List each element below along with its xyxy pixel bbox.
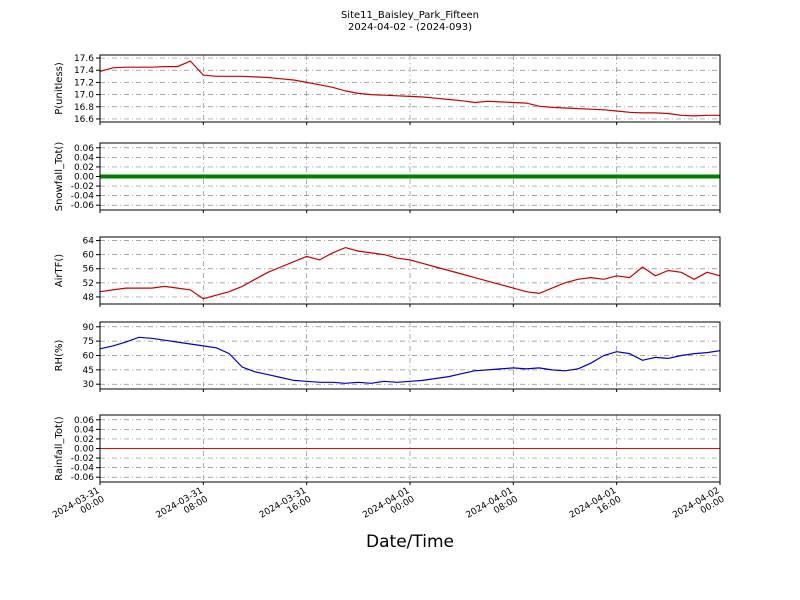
y-tick-label: 30 — [83, 380, 95, 390]
y-tick-label: 0.06 — [74, 416, 94, 426]
y-tick-label: 0.00 — [74, 445, 94, 455]
y-tick-label: -0.06 — [71, 201, 95, 211]
y-tick-label: 75 — [83, 337, 94, 347]
x-tick-label-group: 2024-04-0200:00 — [671, 486, 727, 530]
y-tick-label: 64 — [83, 237, 95, 247]
panel-rh-: 90 75 60 45 30 RH(%) — [54, 321, 721, 392]
x-tick-label: 2024-04-0108:00 — [465, 486, 521, 530]
x-tick-label-group: 2024-04-0100:00 — [361, 486, 417, 530]
x-tick-label: 2024-03-3108:00 — [155, 486, 211, 530]
chart-title: Site11_Baisley_Park_Fifteen 2024-04-02 -… — [100, 10, 720, 34]
y-tick-label: 16.6 — [74, 115, 94, 125]
panel-p-unitless-: 17.6 17.4 17.2 17.0 16.8 16.6 P(unitless) — [54, 54, 721, 125]
y-tick-label: 16.8 — [74, 103, 94, 113]
x-tick-label-group: 2024-04-0108:00 — [465, 486, 521, 530]
y-tick-label: 0.00 — [74, 173, 94, 183]
y-tick-label: 0.04 — [74, 153, 94, 163]
y-tick-label: 17.6 — [74, 54, 94, 64]
y-tick-label: 48 — [83, 293, 95, 303]
y-tick-label: 90 — [83, 323, 95, 333]
chart-title-line1: Site11_Baisley_Park_Fifteen — [340, 10, 480, 21]
panel-rainfall-tot-: 0.060.040.020.00-0.02-0.04-0.06 Rainfall_… — [54, 414, 721, 485]
y-axis-label: Rainfall_Tot() — [54, 416, 65, 481]
panel-airtf-: 64 60 56 52 48 AirTF() — [54, 236, 721, 307]
y-axis-label: RH(%) — [54, 340, 65, 372]
y-tick-label: 0.04 — [74, 425, 94, 435]
y-tick-label: 17.4 — [74, 66, 94, 76]
y-tick-label: 60 — [83, 352, 95, 362]
y-tick-label: -0.02 — [71, 182, 94, 192]
y-tick-label: 17.2 — [74, 78, 94, 88]
x-tick-label-group: 2024-04-0116:00 — [568, 486, 624, 530]
series-line-2 — [99, 246, 721, 300]
x-tick-label-group: 2024-03-3100:00 — [51, 486, 107, 530]
y-axis-label: P(unitless) — [54, 62, 65, 115]
y-tick-label: -0.02 — [71, 454, 94, 464]
y-tick-label: 0.06 — [74, 144, 94, 154]
x-tick-label: 2024-04-0100:00 — [361, 486, 417, 530]
chart-title-line2: 2024-04-02 - (2024-093) — [347, 22, 473, 33]
x-tick-label: 2024-04-0116:00 — [568, 486, 624, 530]
x-tick-label-group: 2024-03-3108:00 — [155, 486, 211, 530]
y-tick-label: 60 — [83, 251, 95, 261]
panel-snowfall-tot-: 0.060.040.020.00-0.02-0.04-0.06 Snowfall_… — [54, 142, 721, 213]
x-tick-label: 2024-03-3100:00 — [51, 486, 107, 530]
series-line-3 — [99, 336, 721, 384]
y-axis-label: Snowfall_Tot() — [54, 142, 65, 212]
y-tick-label: 0.02 — [74, 435, 94, 445]
x-axis-title: Date/Time — [366, 532, 454, 552]
x-tick-label: 2024-04-0200:00 — [671, 486, 727, 530]
series-line-0 — [99, 60, 720, 117]
y-tick-label: 0.02 — [74, 163, 94, 173]
y-tick-label: 45 — [83, 366, 94, 376]
y-tick-label: 52 — [83, 279, 94, 289]
y-tick-label: -0.06 — [71, 473, 95, 483]
y-tick-label: 56 — [83, 265, 95, 275]
y-tick-label: 17.0 — [74, 91, 94, 101]
y-axis-label: AirTF() — [54, 254, 65, 287]
y-tick-label: -0.04 — [71, 464, 95, 474]
x-tick-label-group: 2024-03-3116:00 — [258, 486, 314, 530]
y-tick-label: -0.04 — [71, 192, 95, 202]
x-tick-label: 2024-03-3116:00 — [258, 486, 314, 530]
